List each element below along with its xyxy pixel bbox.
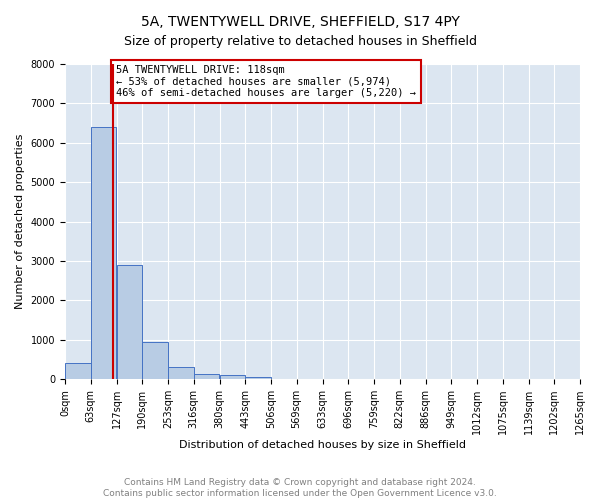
Text: Size of property relative to detached houses in Sheffield: Size of property relative to detached ho…	[124, 35, 476, 48]
Text: Contains HM Land Registry data © Crown copyright and database right 2024.
Contai: Contains HM Land Registry data © Crown c…	[103, 478, 497, 498]
Text: 5A TWENTYWELL DRIVE: 118sqm
← 53% of detached houses are smaller (5,974)
46% of : 5A TWENTYWELL DRIVE: 118sqm ← 53% of det…	[116, 65, 416, 98]
X-axis label: Distribution of detached houses by size in Sheffield: Distribution of detached houses by size …	[179, 440, 466, 450]
Bar	[168, 366, 194, 379]
Bar	[142, 342, 168, 379]
Bar	[65, 364, 91, 379]
Bar	[91, 127, 116, 379]
Bar	[220, 375, 245, 379]
Y-axis label: Number of detached properties: Number of detached properties	[15, 134, 25, 310]
Text: 5A, TWENTYWELL DRIVE, SHEFFIELD, S17 4PY: 5A, TWENTYWELL DRIVE, SHEFFIELD, S17 4PY	[140, 15, 460, 29]
Bar	[116, 265, 142, 379]
Bar	[194, 374, 219, 379]
Bar	[245, 377, 271, 379]
